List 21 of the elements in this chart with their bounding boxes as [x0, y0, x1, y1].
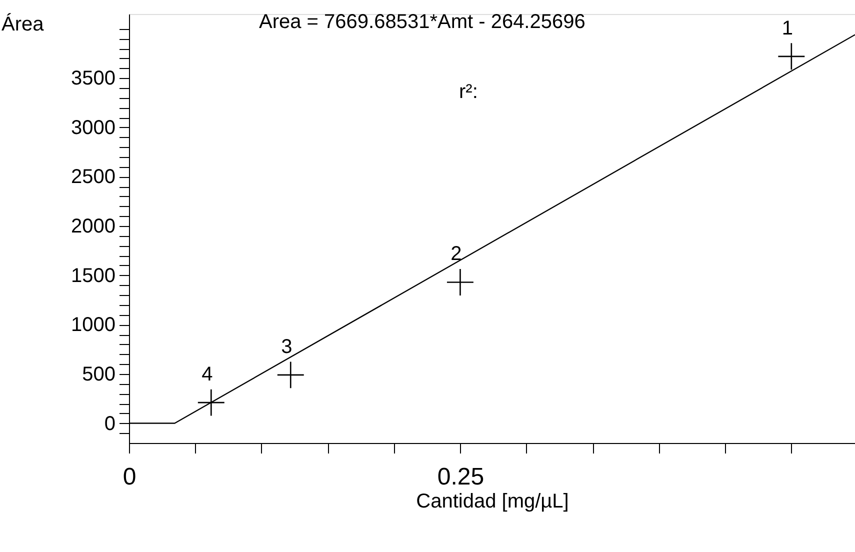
point — [778, 43, 805, 70]
y-tick-label: 0 — [104, 412, 116, 435]
annotation: r²: — [459, 81, 478, 103]
annotation: 3 — [281, 336, 292, 358]
y-axis-title: Área — [2, 12, 45, 36]
annotation: 1 — [782, 17, 793, 40]
y-tick-label: 3500 — [71, 68, 116, 90]
y-tick-label: 1500 — [71, 264, 116, 287]
y-tick-label: 1000 — [71, 314, 116, 336]
point — [446, 269, 474, 296]
y-tick-label: 500 — [82, 363, 116, 386]
x-tick-label: 0.25 — [437, 464, 484, 490]
x-axis-title: Cantidad [mg/µL] — [416, 490, 569, 512]
annotation: Area = 7669.68531*Amt - 264.25696 — [259, 11, 586, 33]
point — [198, 389, 224, 416]
annotation: 4 — [202, 364, 213, 386]
annotation: 2 — [450, 243, 462, 266]
y-tick-label: 2500 — [71, 166, 116, 188]
point — [277, 362, 304, 388]
y-tick-label: 3000 — [71, 116, 116, 139]
y-tick-label: 2000 — [71, 216, 116, 238]
